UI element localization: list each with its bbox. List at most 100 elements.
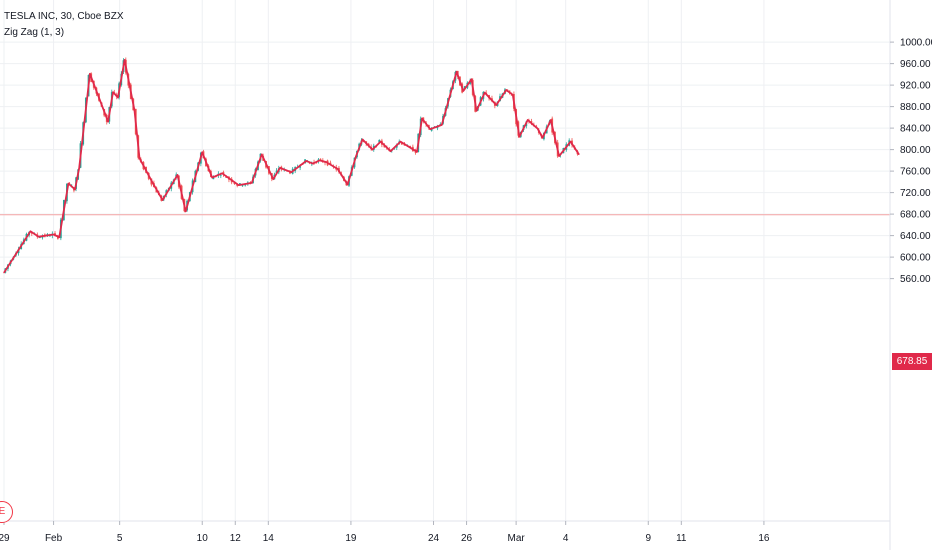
- zigzag-point: [318, 159, 321, 161]
- zigzag-point: [52, 233, 55, 236]
- x-tick-label: 5: [117, 533, 123, 544]
- candle-body: [219, 174, 222, 176]
- zigzag-point: [416, 151, 418, 153]
- x-tick-label: 29: [0, 533, 10, 544]
- zigzag-point: [211, 176, 213, 179]
- zigzag-point: [237, 184, 240, 186]
- zigzag-point: [512, 94, 514, 96]
- y-tick-label: 960.00: [900, 59, 931, 70]
- zigzag-point: [29, 230, 32, 232]
- zigzag-point: [441, 124, 443, 126]
- zigzag-point: [421, 117, 423, 120]
- zigzag-point: [133, 109, 136, 111]
- x-tick-label: 12: [230, 533, 242, 544]
- zigzag-point: [361, 138, 364, 140]
- x-tick-label: 9: [645, 533, 651, 544]
- y-tick-label: 640.00: [900, 231, 931, 242]
- y-tick-label: 560.00: [900, 274, 931, 285]
- zigzag-point: [355, 156, 357, 158]
- x-tick-label: 10: [197, 533, 209, 544]
- candle-body: [48, 235, 51, 237]
- x-tick-label: 4: [563, 533, 569, 544]
- zigzag-point: [38, 236, 40, 238]
- y-tick-label: 880.00: [900, 102, 931, 113]
- time-axis[interactable]: 29 Feb 5 10 12 14 19 24 26 Mar 4 9 11 16: [0, 521, 770, 544]
- zigzag-point: [380, 140, 382, 143]
- zigzag-point: [527, 119, 529, 121]
- candle-body: [39, 237, 41, 239]
- candle-body: [329, 162, 332, 164]
- candle-body: [244, 184, 247, 186]
- y-tick-label: 720.00: [900, 188, 931, 199]
- candle-body: [378, 139, 381, 143]
- zigzag-point: [536, 128, 539, 130]
- zigzag-point: [371, 149, 373, 151]
- zigzag-point: [176, 174, 179, 176]
- zigzag-point: [107, 121, 109, 123]
- x-tick-label: 24: [428, 533, 440, 544]
- zigzag-point: [312, 162, 314, 165]
- candle-body: [233, 182, 236, 184]
- y-tick-label: 1000.00: [900, 38, 932, 49]
- x-tick-label: 16: [758, 533, 770, 544]
- chart-legend: TESLA INC, 30, Cboe BZX Zig Zag (1, 3): [4, 9, 124, 41]
- x-tick-label: 14: [263, 533, 275, 544]
- zigzag-point: [221, 172, 223, 174]
- y-tick-label: 600.00: [900, 253, 931, 264]
- zigzag-point: [484, 92, 486, 94]
- candle-body: [73, 188, 75, 191]
- zigzag-point: [272, 178, 274, 180]
- zigzag-point: [570, 140, 572, 143]
- zigzag-point: [138, 157, 141, 159]
- zigzag-point: [78, 167, 80, 169]
- zigzag-point: [74, 188, 76, 190]
- zigzag-point: [495, 104, 497, 106]
- x-tick-label: 26: [461, 533, 473, 544]
- candle-body: [241, 185, 244, 187]
- zigzag-point: [161, 199, 164, 201]
- x-tick-label: 19: [345, 533, 357, 544]
- zigzag-point: [89, 73, 91, 75]
- zigzag-point: [337, 168, 339, 170]
- zigzag-point: [261, 153, 263, 156]
- zigzag-layer: [3, 59, 580, 274]
- zigzag-point: [305, 160, 307, 162]
- candle-body: [430, 128, 433, 131]
- candle-body: [54, 233, 56, 235]
- indicator-label[interactable]: Zig Zag (1, 3): [4, 27, 65, 38]
- candle-body: [319, 158, 322, 160]
- zigzag-point: [347, 183, 349, 186]
- zigzag-line: [3, 59, 580, 274]
- zigzag-point: [550, 119, 552, 121]
- y-tick-label: 680.00: [900, 210, 931, 221]
- y-tick-label: 920.00: [900, 81, 931, 92]
- zigzag-point: [185, 210, 187, 213]
- price-axis[interactable]: 560.00 600.00 640.00 680.00 720.00 760.00 800.…: [890, 38, 932, 285]
- grid: [0, 0, 890, 521]
- zigzag-point: [429, 128, 431, 130]
- candle-body: [299, 166, 302, 168]
- zigzag-point: [58, 236, 60, 238]
- zigzag-point: [505, 89, 507, 91]
- zigzag-point: [389, 150, 392, 152]
- x-tick-label: Feb: [45, 533, 63, 544]
- zigzag-point: [112, 91, 114, 93]
- zigzag-point: [67, 182, 70, 185]
- zigzag-point: [518, 136, 521, 138]
- y-tick-label: 760.00: [900, 167, 931, 178]
- symbol-title[interactable]: TESLA INC, 30, Cboe BZX: [4, 11, 124, 22]
- zigzag-point: [462, 90, 464, 92]
- zigzag-point: [541, 137, 544, 139]
- y-tick-label: 800.00: [900, 145, 931, 156]
- zigzag-point: [558, 155, 560, 157]
- zigzag-point: [290, 171, 293, 173]
- zigzag-point: [117, 96, 119, 99]
- zigzag-point: [470, 78, 473, 80]
- zigzag-point: [3, 272, 5, 274]
- zigzag-point: [201, 151, 203, 153]
- last-price-badge: 678.85: [892, 353, 932, 370]
- zigzag-point: [475, 110, 478, 112]
- zigzag-point: [279, 167, 281, 169]
- zigzag-point: [456, 71, 458, 73]
